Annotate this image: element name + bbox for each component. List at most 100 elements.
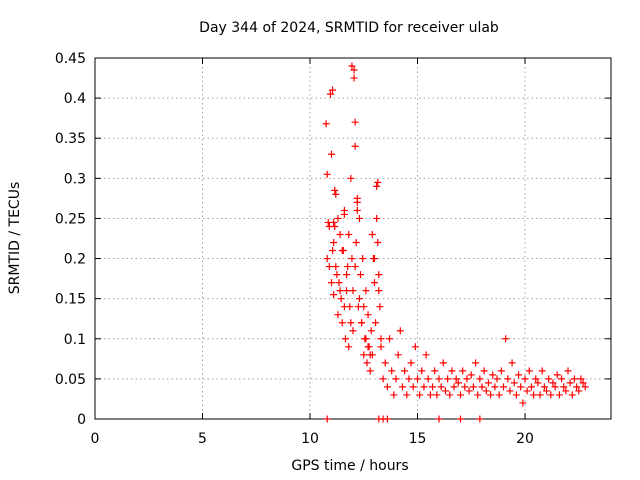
data-point — [506, 387, 514, 395]
data-point — [487, 391, 495, 399]
data-point — [515, 371, 523, 379]
data-point — [328, 279, 335, 287]
data-point — [517, 383, 525, 391]
data-point — [431, 367, 439, 375]
data-point — [491, 383, 499, 391]
data-point — [422, 351, 430, 359]
chart-title: Day 344 of 2024, SRMTID for receiver ula… — [199, 20, 499, 36]
data-point — [376, 303, 384, 311]
data-point — [568, 391, 576, 399]
data-point — [448, 367, 456, 375]
data-point — [325, 222, 333, 230]
data-point — [407, 359, 415, 367]
data-point — [562, 387, 570, 395]
data-point — [337, 295, 345, 303]
data-point — [334, 311, 342, 319]
data-point — [325, 263, 333, 271]
y-tick-label: 0.1 — [64, 332, 86, 348]
data-point — [536, 391, 544, 399]
data-point — [379, 375, 387, 383]
data-point — [510, 379, 518, 387]
data-point — [441, 387, 449, 395]
data-point — [581, 383, 589, 391]
data-point — [444, 375, 452, 383]
data-point — [332, 190, 340, 198]
data-point — [368, 230, 376, 238]
data-point — [322, 120, 330, 128]
data-point — [570, 375, 578, 383]
y-tick-label: 0 — [77, 412, 86, 428]
data-point — [409, 383, 417, 391]
data-points — [322, 62, 589, 423]
data-point — [357, 271, 365, 279]
data-point — [467, 371, 475, 379]
data-point — [332, 263, 340, 271]
y-tick-label: 0.45 — [55, 51, 86, 67]
data-point — [461, 383, 469, 391]
data-point — [543, 387, 550, 395]
data-point — [323, 255, 331, 263]
data-point — [439, 359, 447, 367]
data-point — [377, 343, 385, 351]
data-point — [381, 359, 389, 367]
plot-frame — [94, 57, 612, 420]
data-point — [420, 383, 428, 391]
data-point — [553, 371, 561, 379]
data-point — [323, 415, 331, 423]
data-point — [353, 206, 361, 214]
data-point — [523, 387, 531, 395]
data-point — [411, 343, 419, 351]
data-point — [450, 383, 458, 391]
data-point — [547, 391, 555, 399]
data-point — [366, 351, 374, 359]
data-point — [405, 375, 413, 383]
data-point — [478, 383, 486, 391]
data-point — [359, 255, 367, 263]
data-point — [403, 391, 411, 399]
data-point — [355, 295, 363, 303]
data-point — [497, 367, 505, 375]
data-point — [386, 335, 394, 343]
y-tick-label: 0.15 — [55, 292, 86, 308]
data-point — [343, 287, 351, 295]
data-point — [326, 90, 334, 98]
data-point — [347, 319, 355, 327]
data-point — [457, 391, 464, 399]
data-point — [424, 375, 432, 383]
data-point — [495, 391, 503, 399]
data-point — [433, 391, 441, 399]
data-point — [371, 255, 378, 263]
y-tick-label: 0.35 — [55, 131, 86, 147]
series-srmtid — [322, 62, 589, 407]
x-tick-label: 0 — [91, 431, 100, 447]
data-point — [362, 335, 370, 343]
data-point — [351, 142, 359, 150]
data-point — [364, 311, 372, 319]
data-point — [558, 375, 566, 383]
data-point — [502, 335, 510, 343]
data-point — [388, 367, 396, 375]
data-point — [330, 239, 338, 247]
data-point — [373, 182, 381, 190]
data-point — [336, 230, 344, 238]
data-point — [390, 391, 398, 399]
data-point — [355, 214, 363, 222]
data-point — [343, 271, 351, 279]
data-point — [521, 375, 529, 383]
data-point — [573, 383, 581, 391]
data-point — [329, 86, 337, 94]
y-tick-label: 0.3 — [64, 171, 86, 187]
data-point — [374, 178, 382, 186]
data-point — [519, 399, 527, 407]
data-point — [362, 287, 370, 295]
data-point — [373, 214, 381, 222]
data-point — [396, 327, 404, 335]
data-point — [435, 375, 443, 383]
data-point — [398, 383, 406, 391]
data-point — [358, 319, 366, 327]
x-tick-label: 5 — [198, 431, 207, 447]
data-point — [350, 74, 358, 82]
y-tick-label: 0.25 — [55, 211, 86, 227]
data-point — [367, 327, 375, 335]
